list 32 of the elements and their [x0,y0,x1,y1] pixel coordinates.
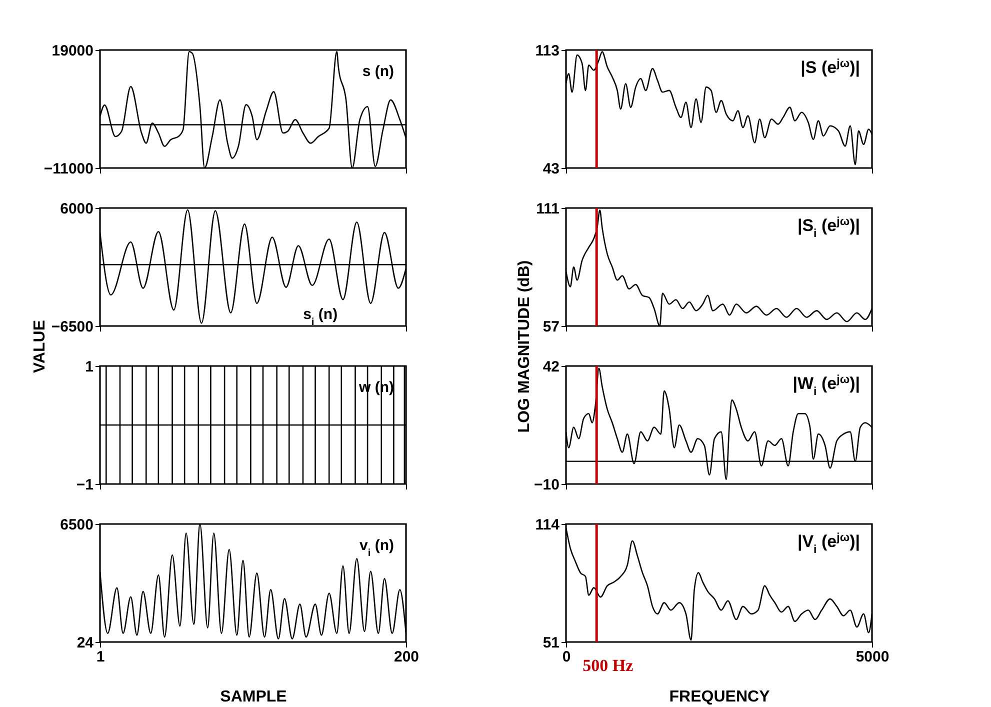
series-label: s (n) [362,63,394,80]
y-tick-label: −11000 [44,160,94,178]
x-tick-label: 5000 [856,648,890,666]
text: |V$_{i}$ (e$^{jω}$)| [797,532,860,556]
y-tick-label: 43 [542,160,560,178]
y-tick-label: 1 [85,358,94,376]
y-tick-label: 57 [542,318,560,336]
y-tick-label: 6000 [60,200,94,218]
y-tick-label: 42 [542,358,560,376]
ref-line-label: 500 Hz [582,656,634,675]
series-label: v$_{i}$ (n) [359,537,394,558]
x-tick-label: 200 [394,648,420,666]
x-tick-label: 0 [562,648,571,666]
y-tick-label: 24 [76,634,94,652]
y-tick-label: 113 [535,42,560,60]
series-label: |W$_{i}$ (e$^{jω}$)| [792,374,860,398]
x-axis-title: FREQUENCY [669,688,770,706]
y-tick-label: −6500 [51,318,94,336]
x-tick-label: 1 [96,648,105,666]
series-label: |S (e$^{jω}$)| [800,58,860,77]
y-tick-label: 114 [535,516,560,534]
y-tick-label: 19000 [52,42,94,60]
x-axis-title: SAMPLE [220,688,288,706]
text: |S$_{i}$ (e$^{jω}$)| [797,216,860,240]
y-tick-label: 51 [542,634,560,652]
y-axis-title: LOG MAGNITUDE (dB) [516,260,534,433]
y-axis-title: VALUE [31,320,48,374]
y-tick-label: −10 [534,476,560,494]
series-label: s$_{i}$ (n) [303,306,338,328]
y-tick-label: 111 [536,200,560,218]
y-tick-label: −1 [76,476,94,494]
y-tick-label: 6500 [60,516,94,534]
